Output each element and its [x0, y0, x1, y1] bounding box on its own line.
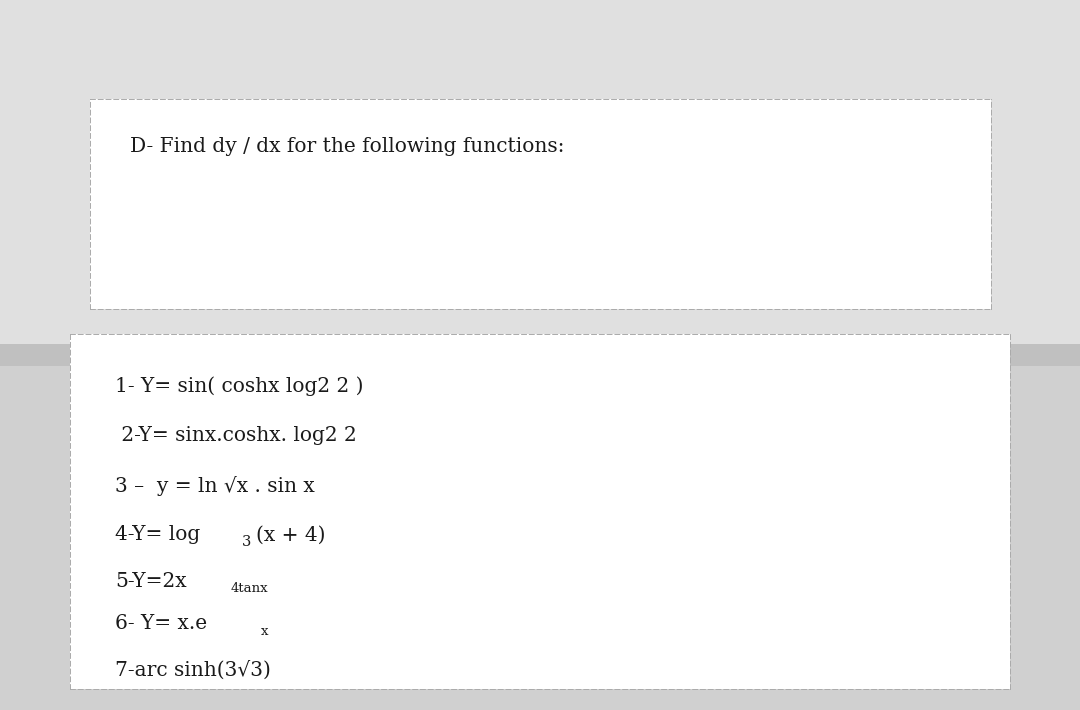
Text: D- Find dy / dx for the following functions:: D- Find dy / dx for the following functi… [131, 137, 565, 156]
Text: 5-Y=2x: 5-Y=2x [116, 572, 187, 591]
Text: (x + 4): (x + 4) [256, 525, 326, 545]
Text: 4-Y= log: 4-Y= log [116, 525, 201, 545]
Text: 4tanx: 4tanx [231, 582, 269, 595]
Text: 7-arc sinh(3√3): 7-arc sinh(3√3) [116, 660, 271, 679]
Text: 1- Y= sin( coshx log2 2 ): 1- Y= sin( coshx log2 2 ) [116, 376, 364, 396]
Text: 2-Y= sinx.coshx. log2 2: 2-Y= sinx.coshx. log2 2 [116, 426, 357, 445]
Text: 3: 3 [242, 535, 252, 550]
Text: 3 –  y = ln √x . sin x: 3 – y = ln √x . sin x [116, 476, 315, 496]
Text: 6- Y= x.e: 6- Y= x.e [116, 614, 207, 633]
Text: x: x [261, 625, 269, 638]
